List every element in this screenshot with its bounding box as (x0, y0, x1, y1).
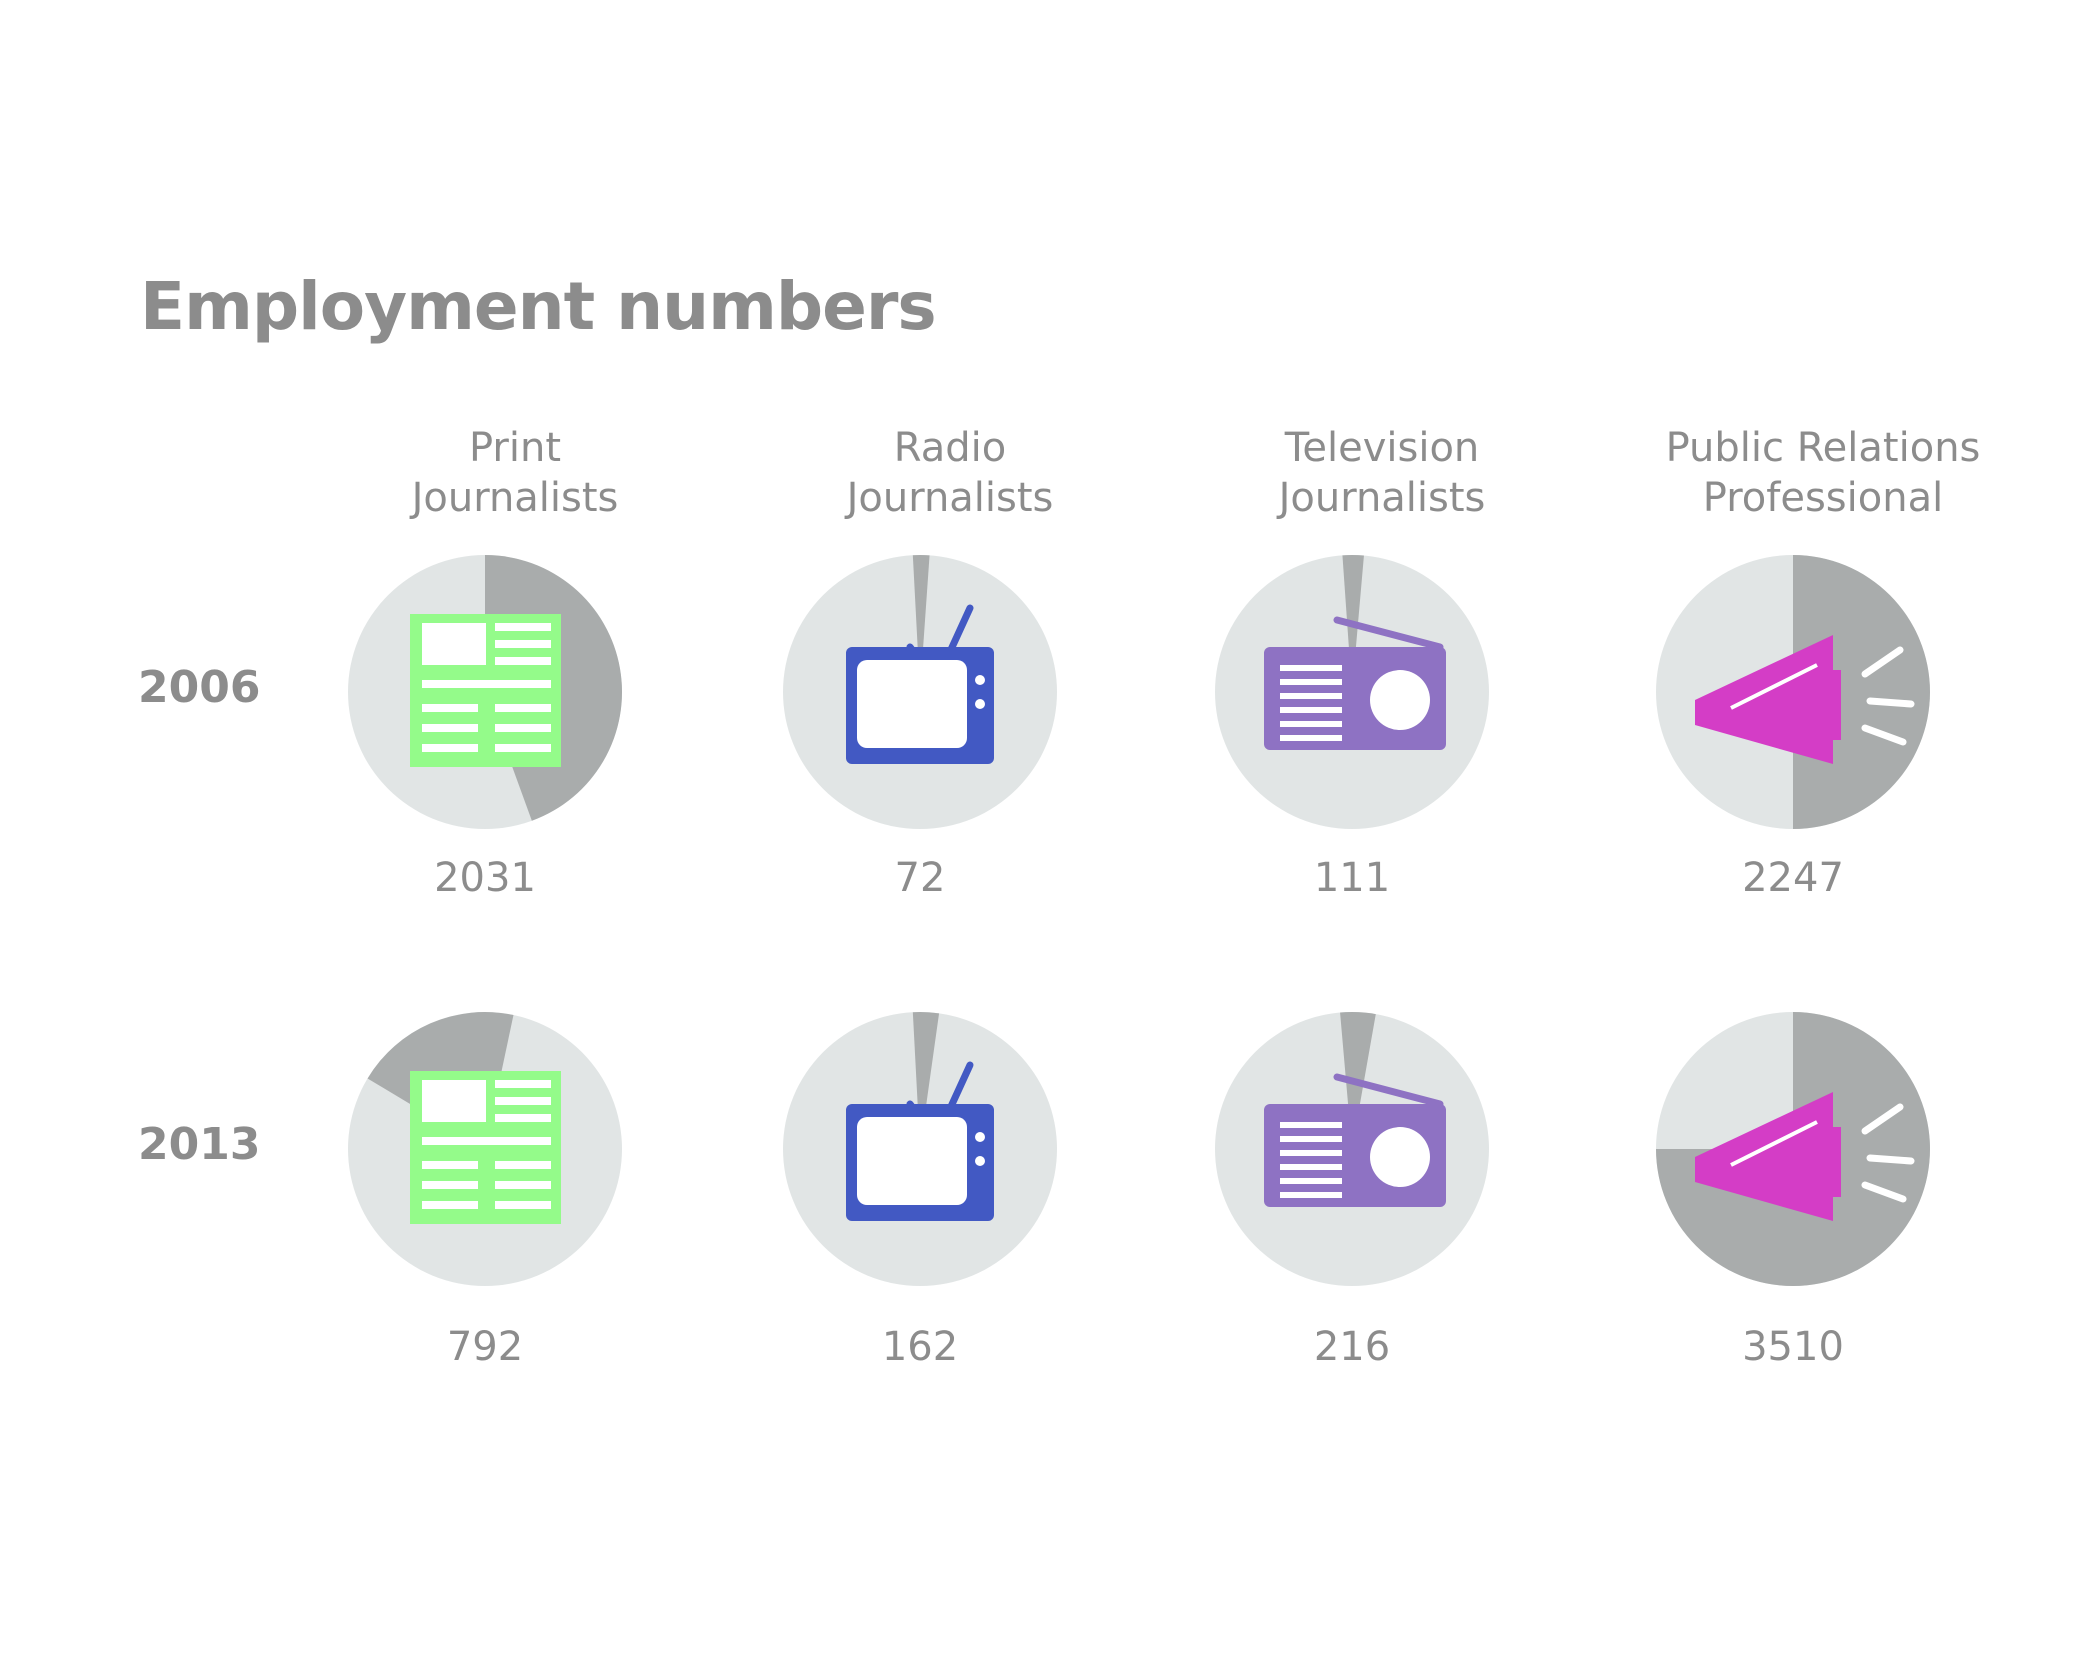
pie-chart (1215, 554, 1489, 829)
newspaper-icon (410, 1071, 561, 1224)
pie-chart (348, 1011, 622, 1286)
column-label-line1: Radio (893, 425, 1007, 471)
value-label: 162 (881, 1324, 959, 1370)
chart-title: Employment numbers (140, 268, 937, 345)
column-label-line1: Public Relations (1665, 425, 1981, 471)
value-label: 3510 (1742, 1324, 1844, 1370)
pie-chart (1656, 555, 1930, 829)
newspaper-icon (410, 614, 561, 767)
row-label-year: 2006 (138, 662, 261, 713)
row-label-year: 2013 (138, 1119, 261, 1170)
column-label-line2: Professional (1702, 475, 1944, 521)
megaphone-icon (1695, 635, 1915, 764)
pie-chart (783, 554, 1057, 829)
column-label-line1: Print (468, 425, 561, 471)
column-label-line2: Journalists (846, 475, 1054, 521)
column-label: Television Journalists (1202, 423, 1562, 523)
column-label: Public Relations Professional (1643, 423, 2003, 523)
column-label-line2: Journalists (1278, 475, 1486, 521)
value-label: 111 (1313, 855, 1391, 901)
radio-icon (1264, 616, 1446, 750)
column-label: Radio Journalists (770, 423, 1130, 523)
pie-slice (912, 554, 930, 692)
radio-icon (1264, 1073, 1446, 1207)
column-label-line1: Television (1284, 425, 1480, 471)
television-icon (846, 604, 994, 764)
pie-chart (348, 555, 623, 829)
pie-chart (1215, 1011, 1489, 1286)
television-icon (846, 1061, 994, 1221)
value-label: 72 (894, 855, 946, 901)
column-label-line2: Journalists (411, 475, 619, 521)
value-label: 2031 (434, 855, 536, 901)
value-label: 2247 (1742, 855, 1844, 901)
value-label: 792 (446, 1324, 524, 1370)
pie-chart (783, 1012, 1057, 1286)
pie-chart (1656, 1012, 1930, 1286)
value-label: 216 (1313, 1324, 1391, 1370)
megaphone-icon (1695, 1092, 1915, 1221)
column-label: Print Journalists (335, 423, 695, 523)
